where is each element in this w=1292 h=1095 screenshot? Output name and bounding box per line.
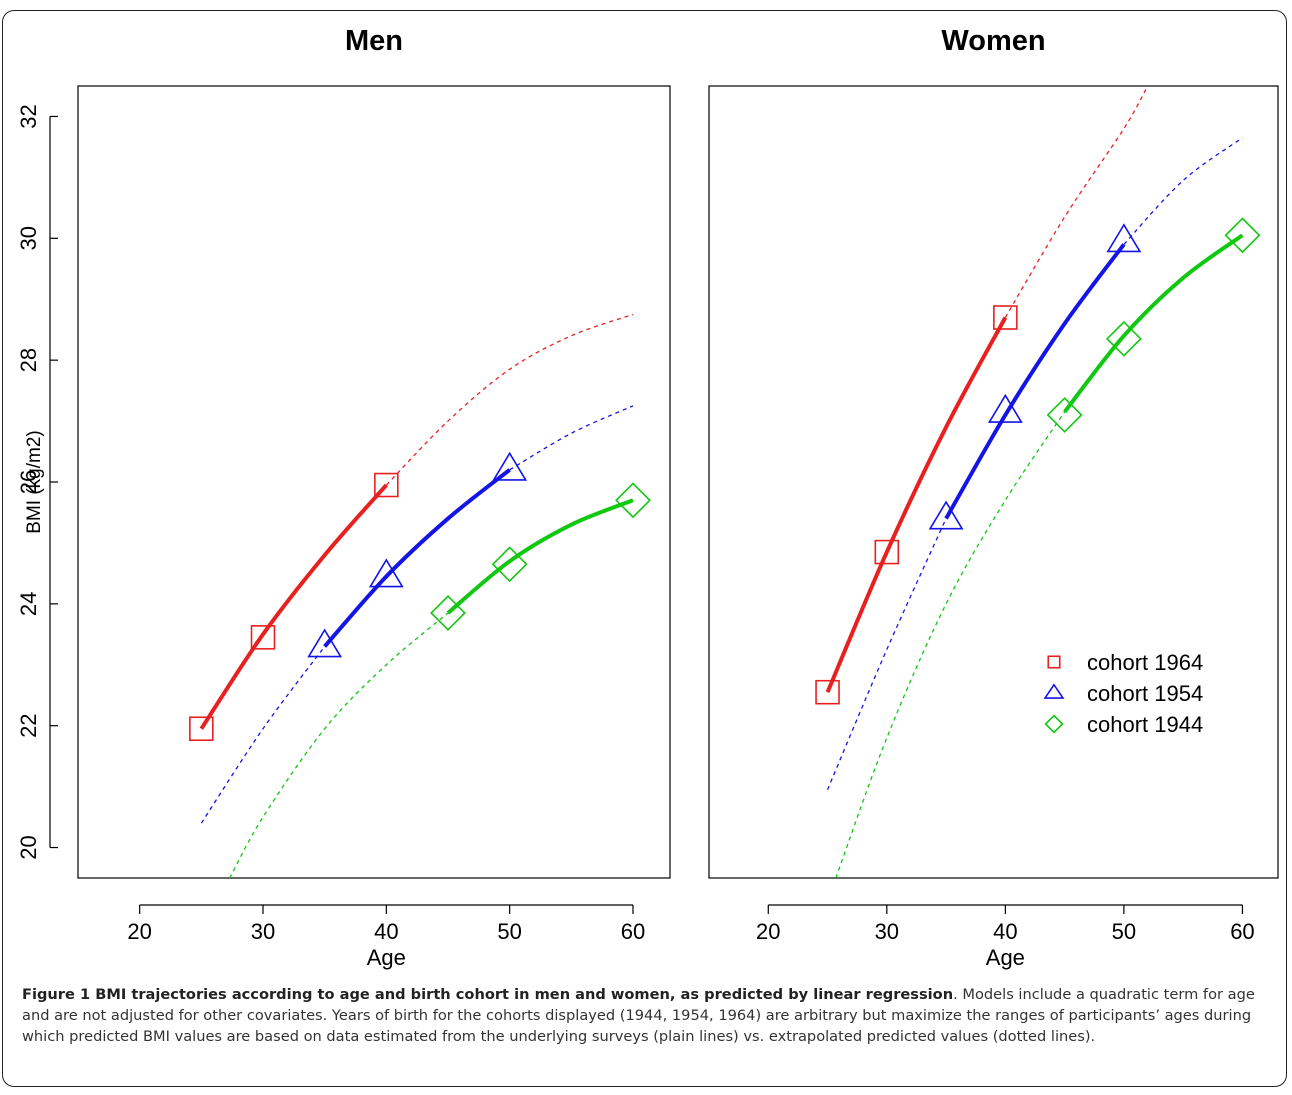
x-tick-label: 40 [993,919,1017,944]
x-tick-label: 60 [1230,919,1254,944]
panel-women: Women 20 30 40 50 60 Age cohort 1964 cohort 1954… [708,25,1279,970]
x-axis-label: Age [367,945,406,970]
figure-caption: Figure 1 BMI trajectories according to a… [22,984,1272,1047]
x-axis-label: Age [986,945,1025,970]
data-point-square [189,716,214,742]
series-dotted-line [385,313,634,486]
series-dotted-line [826,518,947,790]
legend-marker-triangle [1043,683,1065,699]
data-point-triangle [928,500,964,530]
x-tick-label: 20 [127,919,151,944]
y-axis-label: BMI (kg/m2) [24,430,45,533]
data-point-diamond [1046,397,1083,433]
data-point-diamond [1224,217,1261,254]
caption-text: . Models include a quadratic term for ag… [22,986,1255,1045]
data-point-triangle [1106,223,1142,253]
y-tick-label: 32 [16,104,41,128]
series-dotted-line [1123,137,1243,245]
data-point-diamond [430,595,466,631]
legend-marker-square [1047,655,1061,669]
y-tick-label: 26 [16,470,41,494]
series-lines [825,86,1244,878]
figure-charts: Men 20 30 40 50 60 Age 20 22 24 26 28 30 32 BMI (kg/m2… [16,25,1279,970]
x-tick-label: 20 [756,919,780,944]
data-point-triangle [307,628,343,658]
y-tick-label: 24 [16,592,41,616]
data-point-triangle [987,393,1023,423]
data-point-square [250,625,276,650]
x-tick-label: 60 [621,919,645,944]
data-point-square [815,679,840,705]
plot-box [77,85,671,879]
data-point-diamond [615,482,651,519]
y-tick-label: 20 [16,835,41,859]
x-tick-label: 50 [1112,919,1136,944]
series-solid-line [446,498,634,615]
chart-title: Men [345,25,403,57]
series-solid-line [199,483,388,730]
series-dotted-line [200,646,326,824]
data-point-diamond [491,546,528,583]
series-solid-line [944,243,1126,520]
panel-men: Men 20 30 40 50 60 Age 20 22 24 26 28 30 32 BMI (kg/m2… [16,25,671,970]
figure-frame [2,10,1287,1087]
plot-box [708,85,1279,879]
x-tick-label: 30 [251,919,275,944]
x-tick-label: 40 [374,919,398,944]
series-dotted-line [835,411,1066,878]
data-point-square [993,305,1018,330]
y-tick-label: 28 [16,348,41,372]
series-dotted-line [229,612,449,878]
legend: cohort 1964 cohort 1954 cohort 1944 [1043,650,1203,737]
x-tick-label: 50 [497,919,521,944]
series-dotted-line [1004,86,1149,318]
data-point-square [874,539,900,565]
data-point-triangle [368,558,404,588]
series-dotted-line [509,405,634,471]
x-tick-label: 30 [875,919,899,944]
legend-label: cohort 1964 [1087,650,1203,675]
y-tick-label: 30 [16,226,41,250]
legend-label: cohort 1944 [1087,712,1203,737]
chart-title: Women [941,25,1045,57]
data-point-triangle [492,451,528,481]
series-solid-line [323,468,511,648]
legend-label: cohort 1954 [1087,681,1203,706]
legend-marker-diamond [1044,714,1064,734]
series-solid-line [1063,233,1244,414]
series-solid-line [825,316,1008,693]
caption-title: Figure 1 BMI trajectories according to a… [22,986,954,1003]
data-point-square [374,472,399,498]
y-tick-label: 22 [16,713,41,737]
series-lines [199,313,634,878]
data-point-diamond [1105,320,1142,357]
